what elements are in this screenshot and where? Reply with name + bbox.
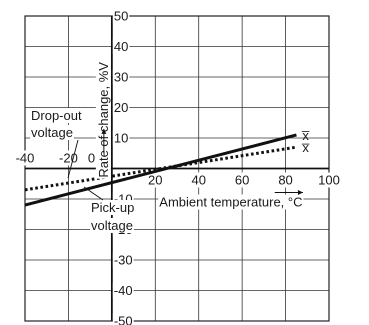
y-tick-label: -50 [114, 314, 133, 325]
x-tick-label-bg [147, 172, 164, 188]
series-pick-up-line [24, 133, 297, 207]
series-drop-out-line [24, 145, 297, 192]
annotation-bg [30, 108, 83, 123]
x-tick-label: 40 [191, 173, 205, 188]
leader-pick-up [83, 186, 104, 201]
series-end-label: x̅ [302, 128, 310, 143]
y-tick-label-bg [112, 100, 130, 115]
y-tick-label-bg [112, 283, 134, 298]
x-axis-label-bg [158, 194, 304, 210]
series-lines: x̅x̅ [24, 128, 310, 207]
annotation-bg [30, 125, 74, 140]
x-tick-label: 60 [235, 173, 249, 188]
annotation-drop-out: Drop-out [31, 108, 82, 123]
annotation-drop-out: voltage [31, 125, 73, 140]
y-tick-label: 50 [114, 9, 128, 24]
y-tick-label: -30 [114, 253, 133, 268]
x-tick-label: -40 [16, 151, 35, 166]
x-tick-label-bg [317, 172, 341, 188]
x-tick-label: 100 [318, 173, 340, 188]
x-tick-label-bg [277, 172, 294, 188]
annotation-pick-up: Pick-up [91, 200, 134, 215]
leader-drop-out [67, 139, 79, 179]
x-tick-label-bg [14, 150, 36, 166]
annotation-bg [90, 200, 136, 215]
x-axis-label: Ambient temperature, °C [159, 195, 302, 210]
y-tick-label-bg [112, 313, 134, 325]
x-tick-label: -20 [59, 151, 78, 166]
y-tick-label-bg [112, 8, 130, 24]
x-tick-label-bg [233, 172, 251, 188]
x-tick-label-bg [190, 172, 207, 188]
y-tick-label: 30 [114, 70, 128, 85]
x-tick-label: 20 [148, 173, 162, 188]
y-tick-label: -40 [114, 283, 133, 298]
y-label-arrowhead [101, 128, 107, 134]
y-tick-label-bg [112, 69, 130, 85]
y-tick-label-bg [112, 252, 134, 268]
series-end-label: x̅ [302, 140, 310, 155]
annotation-pick-up: voltage [91, 218, 133, 233]
y-tick-label: 10 [114, 131, 128, 146]
x-tick-label: 80 [278, 173, 292, 188]
y-tick-label-bg [112, 39, 130, 54]
y-tick-label-bg [112, 130, 130, 146]
x-tick-label: 0 [88, 151, 95, 166]
y-axis-label-bg [95, 60, 111, 179]
x-tick-label-bg [58, 150, 79, 166]
y-tick-label: 40 [114, 39, 128, 54]
chart-labels: Ambient temperature, °C Rate of change, %… [30, 60, 304, 233]
axes [25, 16, 329, 321]
x-tick-label-bg [86, 150, 97, 166]
y-axis-label: Rate of change, %V [96, 62, 111, 178]
x-label-arrowhead [297, 190, 303, 195]
y-tick-label: 20 [114, 100, 128, 115]
annotation-bg [90, 218, 134, 233]
